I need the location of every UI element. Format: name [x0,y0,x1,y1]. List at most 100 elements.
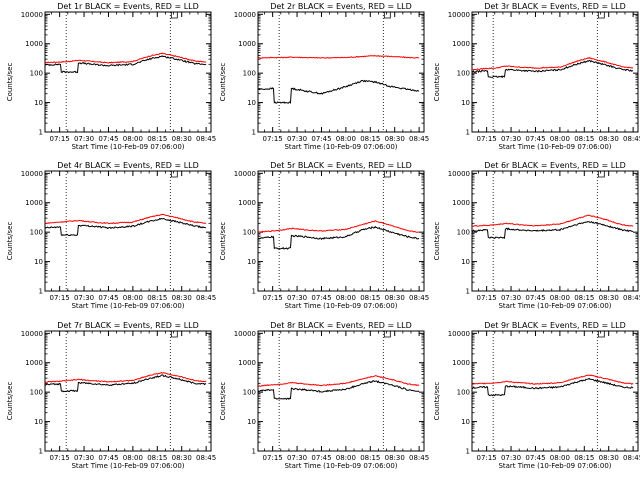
x-tick-label: 08:15 [360,454,380,462]
x-tick-label: 08:00 [550,294,570,302]
panel-title: Det 3r BLACK = Events, RED = LLD [484,2,626,11]
x-tick-label: 07:30 [501,135,521,143]
series-line-events [472,59,634,79]
panel-title: Det 9r BLACK = Events, RED = LLD [484,321,626,330]
y-tick-label: 10 [461,99,470,107]
detector-panel-4: Det 4r BLACK = Events, RED = LLD 1 10 100 10… [6,161,216,310]
y-tick-label: 1 [252,129,256,137]
detector-panel-8: Det 8r BLACK = Events, RED = LLD 1 10 100 10… [219,321,429,470]
x-tick-label: 08:45 [196,454,216,462]
x-tick-label: 08:45 [409,294,429,302]
y-tick-label: 100 [457,389,470,397]
x-tick-label: 07:15 [477,135,497,143]
series-line-lld [257,54,420,59]
x-tick-label: 07:15 [50,454,70,462]
x-tick-label: 07:30 [287,294,307,302]
series-line-events [44,55,207,74]
panel-title: Det 5r BLACK = Events, RED = LLD [270,161,412,170]
y-tick-label: 100 [30,389,43,397]
y-axis-label: Counts/sec [219,63,227,102]
y-tick-label: 10 [34,99,43,107]
x-tick-label: 07:45 [98,294,118,302]
series-line-events [257,79,420,105]
x-tick-label: 08:00 [336,454,356,462]
x-tick-label: 07:45 [311,454,331,462]
marker-bracket [597,12,605,19]
y-tick-label: 1000 [25,359,43,367]
plot-frame [257,11,425,133]
y-tick-label: 1 [466,129,470,137]
y-tick-label: 1000 [452,199,470,207]
x-tick-label: 07:15 [263,294,283,302]
y-tick-label: 100 [30,229,43,237]
x-tick-label: 08:30 [172,294,192,302]
x-tick-label: 07:15 [477,454,497,462]
x-tick-label: 08:00 [123,454,143,462]
detector-panel-7: Det 7r BLACK = Events, RED = LLD 1 10 100 10… [6,321,216,470]
x-tick-label: 07:45 [98,454,118,462]
x-tick-label: 08:45 [623,454,640,462]
x-tick-label: 07:30 [74,294,94,302]
x-tick-label: 08:45 [409,135,429,143]
x-tick-label: 08:15 [574,454,594,462]
x-tick-label: 08:45 [409,454,429,462]
series-line-events [44,374,207,393]
marker-bracket [383,171,391,178]
marker-bracket [597,331,605,338]
y-tick-label: 10 [247,258,256,266]
x-tick-label: 08:00 [550,454,570,462]
plot-frame [471,11,639,133]
x-tick-label: 08:00 [123,135,143,143]
x-tick-label: 08:30 [385,294,405,302]
x-tick-label: 08:30 [599,454,619,462]
x-tick-label: 07:30 [74,454,94,462]
x-tick-label: 08:30 [385,454,405,462]
series-line-lld [257,219,420,233]
x-axis-label: Start Time (10-Feb-09 07:06:00) [498,143,611,151]
x-tick-label: 07:30 [287,135,307,143]
x-tick-label: 08:00 [550,135,570,143]
y-tick-label: 100 [457,70,470,78]
detector-panel-9: Det 9r BLACK = Events, RED = LLD 1 10 100 10… [433,321,640,470]
x-tick-label: 07:45 [311,135,331,143]
x-tick-label: 08:45 [623,135,640,143]
x-tick-label: 08:30 [385,135,405,143]
x-tick-label: 07:45 [525,294,545,302]
x-tick-label: 08:30 [599,294,619,302]
x-axis-label: Start Time (10-Feb-09 07:06:00) [71,302,184,310]
marker-bracket [597,171,605,178]
series-line-lld [471,214,634,227]
x-tick-label: 08:30 [172,135,192,143]
series-line-lld [257,375,420,387]
x-tick-label: 07:30 [501,454,521,462]
series-line-lld [471,374,634,385]
x-tick-label: 08:45 [196,135,216,143]
plot-frame [257,170,425,292]
x-tick-label: 07:45 [98,135,118,143]
marker-bracket [383,331,391,338]
x-tick-label: 08:15 [147,454,167,462]
detector-panel-3: Det 3r BLACK = Events, RED = LLD 1 10 100 10… [433,2,640,151]
y-axis-label: Counts/sec [433,222,441,261]
series-line-events [44,217,207,237]
detector-panel-6: Det 6r BLACK = Events, RED = LLD 1 10 100 10… [433,161,640,310]
y-tick-label: 10000 [234,330,256,338]
y-tick-label: 1000 [238,199,256,207]
y-axis-label: Counts/sec [219,222,227,261]
x-tick-label: 07:15 [263,135,283,143]
x-axis-label: Start Time (10-Feb-09 07:06:00) [498,302,611,310]
panel-title: Det 1r BLACK = Events, RED = LLD [57,2,199,11]
x-tick-label: 08:15 [574,135,594,143]
x-tick-label: 08:45 [196,294,216,302]
y-tick-label: 1000 [238,40,256,48]
y-axis-label: Counts/sec [433,382,441,421]
panel-title: Det 6r BLACK = Events, RED = LLD [484,161,626,170]
y-tick-label: 10000 [448,330,470,338]
panel-title: Det 7r BLACK = Events, RED = LLD [57,321,199,330]
plot-frame [44,11,212,133]
x-tick-label: 08:00 [336,135,356,143]
y-tick-label: 10000 [21,330,43,338]
panel-title: Det 2r BLACK = Events, RED = LLD [270,2,412,11]
y-tick-label: 10000 [448,170,470,178]
